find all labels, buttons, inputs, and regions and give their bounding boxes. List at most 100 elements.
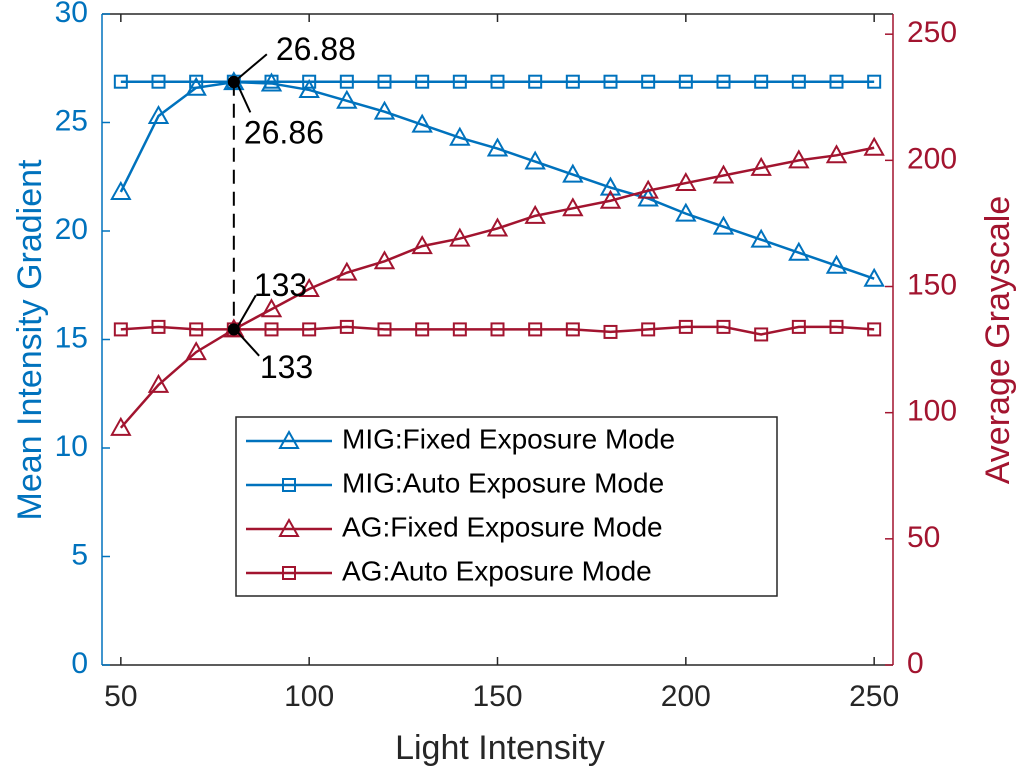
legend-label: MIG:Fixed Exposure Mode (342, 423, 675, 454)
marker (641, 322, 656, 337)
x-tick-label: 200 (661, 680, 711, 713)
marker (678, 74, 693, 89)
y-tick-label: 10 (55, 430, 88, 463)
marker (867, 322, 882, 337)
annotation-arrow (236, 84, 252, 113)
marker (110, 416, 132, 436)
annotation-point (227, 323, 240, 336)
marker (490, 74, 505, 89)
marker (716, 74, 731, 89)
marker (562, 197, 584, 217)
marker (189, 322, 204, 337)
marker (415, 322, 430, 337)
y2-tick-label: 0 (907, 647, 924, 680)
marker (373, 250, 396, 270)
annotation-arrow (236, 294, 257, 327)
marker (863, 267, 885, 287)
marker (486, 137, 509, 157)
marker (264, 74, 279, 89)
marker (110, 180, 132, 200)
marker (562, 163, 584, 183)
marker (678, 319, 693, 334)
marker (185, 341, 207, 361)
marker (524, 204, 546, 224)
marker (565, 74, 580, 89)
legend-label: AG:Fixed Exposure Mode (342, 511, 663, 542)
marker (151, 319, 166, 334)
marker (151, 74, 166, 89)
marker (829, 319, 844, 334)
marker (278, 429, 300, 449)
y2-tick-label: 150 (907, 268, 957, 301)
marker (716, 319, 731, 334)
marker (825, 144, 848, 164)
x-tick-label: 150 (472, 680, 522, 713)
annotation-point (227, 76, 240, 89)
y2-tick-label: 100 (907, 395, 957, 428)
marker (147, 104, 170, 124)
marker (147, 373, 170, 393)
marker (260, 298, 283, 318)
marker (189, 74, 204, 89)
y2-tick-label: 50 (907, 521, 940, 554)
legend-label: MIG:Auto Exposure Mode (342, 467, 664, 498)
y-tick-label: 15 (55, 321, 88, 354)
marker (373, 100, 396, 120)
marker (486, 217, 509, 237)
marker (712, 215, 735, 235)
marker (113, 322, 128, 337)
marker (377, 74, 392, 89)
marker (528, 74, 543, 89)
marker (565, 322, 580, 337)
marker (603, 74, 618, 89)
x-axis-label: Light Intensity (395, 729, 605, 767)
marker (449, 126, 471, 146)
marker (788, 149, 810, 169)
marker (302, 322, 317, 337)
marker (825, 254, 848, 274)
marker (791, 74, 806, 89)
marker (282, 566, 296, 580)
marker (524, 150, 546, 170)
x-tick-label: 50 (104, 680, 137, 713)
marker (411, 235, 433, 255)
marker (282, 478, 296, 492)
marker (490, 322, 505, 337)
marker (339, 74, 354, 89)
marker (411, 113, 433, 133)
marker (863, 136, 885, 156)
x-tick-label: 100 (284, 680, 334, 713)
legend-box (235, 416, 778, 597)
marker (278, 517, 300, 537)
annotation-arrow (237, 53, 268, 80)
marker (675, 172, 697, 192)
marker (449, 227, 471, 247)
y-tick-label: 0 (71, 647, 88, 680)
y2-tick-label: 250 (907, 16, 957, 49)
marker (452, 322, 467, 337)
marker (599, 176, 622, 196)
marker (750, 156, 772, 176)
y-tick-label: 20 (55, 213, 88, 246)
marker (528, 322, 543, 337)
series-line (120, 325, 875, 336)
marker (754, 327, 769, 342)
marker (712, 164, 735, 184)
series-line (119, 146, 875, 429)
marker (336, 89, 358, 109)
y2-tick-label: 200 (907, 142, 957, 175)
legend-label: AG:Auto Exposure Mode (342, 555, 652, 586)
y2-axis-label: Average Grayscale (979, 196, 1017, 485)
annotation-label: 133 (254, 267, 307, 303)
marker (599, 189, 622, 209)
marker (754, 74, 769, 89)
y-axis-label: Mean Intensity Gradient (11, 159, 49, 521)
marker (829, 74, 844, 89)
marker (302, 74, 317, 89)
marker (791, 319, 806, 334)
marker (377, 322, 392, 337)
x-tick-label: 250 (849, 680, 899, 713)
y-tick-label: 30 (55, 0, 88, 29)
